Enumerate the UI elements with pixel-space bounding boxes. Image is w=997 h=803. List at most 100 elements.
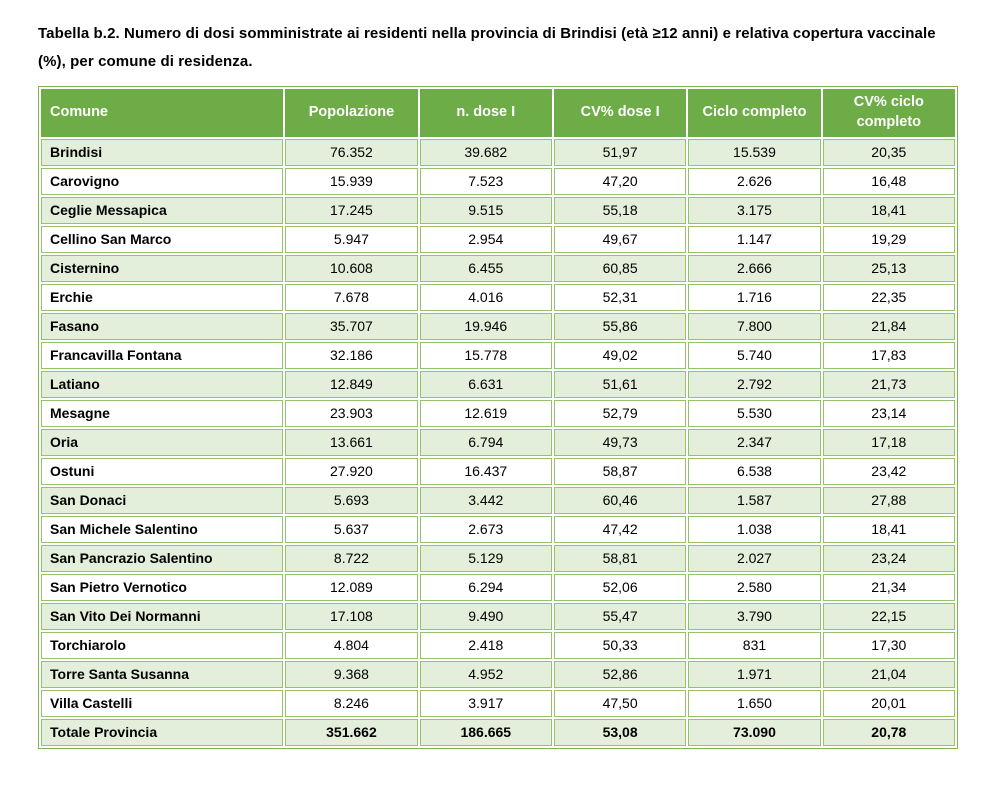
value-cell: 15.539 bbox=[688, 138, 821, 166]
table-row: Latiano 12.849 6.631 51,61 2.792 21,73 bbox=[41, 370, 955, 398]
value-cell: 23.903 bbox=[285, 399, 418, 427]
value-cell: 5.947 bbox=[285, 225, 418, 253]
value-cell: 15.939 bbox=[285, 167, 418, 195]
comune-cell: Brindisi bbox=[41, 138, 284, 166]
value-cell: 60,85 bbox=[553, 254, 687, 282]
value-cell: 52,31 bbox=[553, 283, 687, 311]
value-cell: 17.245 bbox=[285, 196, 418, 224]
value-cell: 1.587 bbox=[688, 486, 821, 514]
value-cell: 16,48 bbox=[822, 167, 955, 195]
value-cell: 2.580 bbox=[688, 573, 821, 601]
value-cell: 20,78 bbox=[822, 718, 955, 746]
value-cell: 8.722 bbox=[285, 544, 418, 572]
value-cell: 49,73 bbox=[553, 428, 687, 456]
table-row: San Michele Salentino 5.637 2.673 47,42 1.03… bbox=[41, 515, 955, 543]
value-cell: 5.693 bbox=[285, 486, 418, 514]
value-cell: 5.530 bbox=[688, 399, 821, 427]
value-cell: 51,61 bbox=[553, 370, 687, 398]
value-cell: 32.186 bbox=[285, 341, 418, 369]
value-cell: 7.523 bbox=[419, 167, 552, 195]
value-cell: 4.016 bbox=[419, 283, 552, 311]
value-cell: 1.971 bbox=[688, 660, 821, 688]
table-row: San Donaci 5.693 3.442 60,46 1.587 27,88 bbox=[41, 486, 955, 514]
value-cell: 47,20 bbox=[553, 167, 687, 195]
value-cell: 831 bbox=[688, 631, 821, 659]
value-cell: 7.678 bbox=[285, 283, 418, 311]
value-cell: 20,01 bbox=[822, 689, 955, 717]
table-row: Cisternino 10.608 6.455 60,85 2.666 25,13 bbox=[41, 254, 955, 282]
comune-cell: Oria bbox=[41, 428, 284, 456]
comune-cell: Fasano bbox=[41, 312, 284, 340]
total-row: Totale Provincia 351.662 186.665 53,08 73.09… bbox=[41, 718, 955, 746]
value-cell: 2.666 bbox=[688, 254, 821, 282]
value-cell: 39.682 bbox=[419, 138, 552, 166]
value-cell: 13.661 bbox=[285, 428, 418, 456]
value-cell: 9.490 bbox=[419, 602, 552, 630]
value-cell: 50,33 bbox=[553, 631, 687, 659]
table-row: San Pancrazio Salentino 8.722 5.129 58,81 2.… bbox=[41, 544, 955, 572]
value-cell: 23,42 bbox=[822, 457, 955, 485]
table-row: Torre Santa Susanna 9.368 4.952 52,86 1.971 2… bbox=[41, 660, 955, 688]
comune-cell: Francavilla Fontana bbox=[41, 341, 284, 369]
value-cell: 3.175 bbox=[688, 196, 821, 224]
column-header-ciclo-completo: Ciclo completo bbox=[688, 88, 821, 137]
comune-cell: Villa Castelli bbox=[41, 689, 284, 717]
value-cell: 23,24 bbox=[822, 544, 955, 572]
value-cell: 5.740 bbox=[688, 341, 821, 369]
table-row: Fasano 35.707 19.946 55,86 7.800 21,84 bbox=[41, 312, 955, 340]
comune-cell: Ceglie Messapica bbox=[41, 196, 284, 224]
value-cell: 55,18 bbox=[553, 196, 687, 224]
value-cell: 60,46 bbox=[553, 486, 687, 514]
comune-cell: San Michele Salentino bbox=[41, 515, 284, 543]
comune-cell: San Donaci bbox=[41, 486, 284, 514]
value-cell: 20,35 bbox=[822, 138, 955, 166]
table-row: Ceglie Messapica 17.245 9.515 55,18 3.175 18,… bbox=[41, 196, 955, 224]
value-cell: 52,06 bbox=[553, 573, 687, 601]
column-header-n-dose-1: n. dose I bbox=[419, 88, 552, 137]
value-cell: 19.946 bbox=[419, 312, 552, 340]
comune-cell: Totale Provincia bbox=[41, 718, 284, 746]
vaccination-table: Comune Popolazione n. dose I CV% dose I … bbox=[38, 85, 958, 749]
value-cell: 12.849 bbox=[285, 370, 418, 398]
value-cell: 27.920 bbox=[285, 457, 418, 485]
value-cell: 17,83 bbox=[822, 341, 955, 369]
value-cell: 3.442 bbox=[419, 486, 552, 514]
value-cell: 27,88 bbox=[822, 486, 955, 514]
value-cell: 47,50 bbox=[553, 689, 687, 717]
value-cell: 55,47 bbox=[553, 602, 687, 630]
value-cell: 51,97 bbox=[553, 138, 687, 166]
value-cell: 47,42 bbox=[553, 515, 687, 543]
comune-cell: Erchie bbox=[41, 283, 284, 311]
comune-cell: San Vito Dei Normanni bbox=[41, 602, 284, 630]
value-cell: 15.778 bbox=[419, 341, 552, 369]
value-cell: 76.352 bbox=[285, 138, 418, 166]
value-cell: 3.917 bbox=[419, 689, 552, 717]
value-cell: 1.147 bbox=[688, 225, 821, 253]
value-cell: 21,34 bbox=[822, 573, 955, 601]
value-cell: 5.637 bbox=[285, 515, 418, 543]
value-cell: 6.631 bbox=[419, 370, 552, 398]
value-cell: 9.368 bbox=[285, 660, 418, 688]
column-header-cv-ciclo-completo: CV% ciclo completo bbox=[822, 88, 955, 137]
value-cell: 1.038 bbox=[688, 515, 821, 543]
value-cell: 12.619 bbox=[419, 399, 552, 427]
value-cell: 9.515 bbox=[419, 196, 552, 224]
table-row: Ostuni 27.920 16.437 58,87 6.538 23,42 bbox=[41, 457, 955, 485]
value-cell: 16.437 bbox=[419, 457, 552, 485]
value-cell: 10.608 bbox=[285, 254, 418, 282]
comune-cell: San Pancrazio Salentino bbox=[41, 544, 284, 572]
value-cell: 52,79 bbox=[553, 399, 687, 427]
comune-cell: Ostuni bbox=[41, 457, 284, 485]
value-cell: 2.626 bbox=[688, 167, 821, 195]
value-cell: 1.650 bbox=[688, 689, 821, 717]
value-cell: 23,14 bbox=[822, 399, 955, 427]
value-cell: 2.027 bbox=[688, 544, 821, 572]
value-cell: 58,81 bbox=[553, 544, 687, 572]
column-header-comune: Comune bbox=[41, 88, 284, 137]
value-cell: 6.794 bbox=[419, 428, 552, 456]
value-cell: 49,67 bbox=[553, 225, 687, 253]
value-cell: 73.090 bbox=[688, 718, 821, 746]
value-cell: 6.538 bbox=[688, 457, 821, 485]
column-header-cv-dose-1: CV% dose I bbox=[553, 88, 687, 137]
